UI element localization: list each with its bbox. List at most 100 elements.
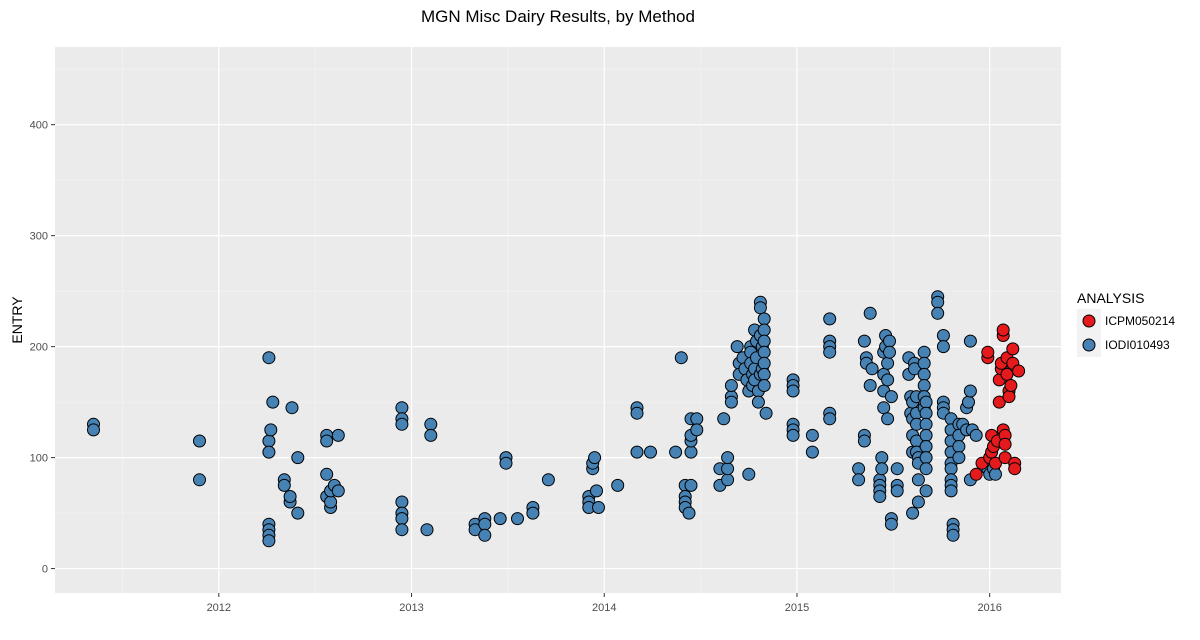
data-point — [493, 512, 507, 526]
data-point — [1006, 342, 1020, 356]
data-point — [611, 478, 625, 492]
data-point — [883, 345, 896, 359]
x-tick-label: 2015 — [785, 602, 809, 614]
data-point — [852, 473, 866, 487]
data-point — [630, 406, 644, 420]
data-point — [931, 295, 945, 309]
data-point — [395, 523, 409, 537]
data-point — [757, 367, 771, 381]
x-tick-label: 2016 — [977, 602, 1001, 614]
data-point — [865, 362, 879, 376]
data-point — [981, 345, 995, 359]
data-point — [931, 306, 945, 320]
data-point — [962, 395, 975, 409]
data-point — [996, 323, 1010, 337]
legend-title: ANALYSIS — [1077, 290, 1144, 306]
legend-label: ICPM050214 — [1105, 314, 1175, 328]
data-point — [724, 379, 738, 392]
data-point — [969, 467, 983, 481]
data-point — [262, 534, 276, 548]
data-point — [331, 428, 345, 442]
data-point — [963, 384, 977, 398]
data-point — [590, 484, 603, 498]
data-point — [291, 451, 305, 465]
data-point — [759, 406, 773, 420]
data-point — [857, 434, 871, 448]
data-point — [875, 462, 889, 476]
data-point — [499, 456, 513, 470]
y-tick-label: 100 — [30, 453, 48, 465]
data-point — [721, 451, 735, 465]
data-points — [87, 290, 1026, 548]
x-axis: 2012 2013 2014 2015 2016 — [207, 593, 1002, 614]
legend-label: IODI010493 — [1105, 338, 1170, 352]
data-point — [944, 484, 958, 498]
data-point — [1004, 379, 1018, 392]
data-point — [919, 428, 933, 442]
data-point — [917, 367, 931, 381]
data-point — [875, 451, 889, 465]
data-point — [823, 412, 837, 426]
data-point — [395, 495, 409, 509]
x-tick-label: 2012 — [207, 602, 231, 614]
legend-key — [1082, 314, 1096, 328]
data-point — [998, 451, 1012, 465]
minor-gridlines — [55, 47, 1061, 593]
legend: ANALYSIS ICPM050214 IODI010493 — [1077, 290, 1175, 357]
data-point — [684, 445, 698, 459]
data-point — [721, 462, 735, 476]
data-point — [890, 484, 904, 498]
data-point — [786, 384, 800, 398]
data-point — [684, 478, 698, 492]
data-point — [757, 356, 771, 370]
data-point — [857, 334, 871, 348]
legend-key — [1082, 338, 1096, 352]
data-point — [873, 490, 887, 503]
data-point — [674, 351, 688, 365]
data-point — [919, 484, 933, 498]
data-point — [277, 478, 291, 492]
data-point — [936, 329, 950, 342]
data-point — [753, 301, 767, 315]
data-point — [264, 423, 278, 437]
x-tick-label: 2014 — [592, 602, 616, 614]
data-point — [963, 334, 977, 348]
data-point — [805, 445, 819, 459]
legend-items: ICPM050214 IODI010493 — [1077, 309, 1175, 357]
data-point — [285, 401, 299, 415]
data-point — [291, 506, 305, 520]
data-point — [917, 379, 931, 392]
data-point — [468, 523, 482, 537]
data-point — [690, 423, 704, 437]
data-point — [644, 445, 657, 459]
data-point — [911, 495, 925, 509]
data-point — [952, 440, 966, 453]
y-axis: 0 100 200 300 400 — [30, 120, 55, 576]
data-point — [917, 345, 931, 359]
data-point — [266, 395, 280, 409]
data-point — [1000, 367, 1014, 381]
data-point — [395, 417, 409, 431]
data-point — [919, 417, 933, 431]
data-point — [511, 512, 524, 526]
data-point — [881, 373, 895, 387]
data-point — [588, 451, 602, 465]
data-point — [478, 528, 492, 542]
data-point — [877, 401, 891, 415]
data-point — [320, 434, 334, 448]
y-tick-label: 200 — [30, 342, 48, 354]
data-point — [881, 356, 895, 370]
data-point — [944, 462, 958, 476]
data-point — [193, 434, 206, 448]
data-point — [193, 473, 206, 487]
data-point — [919, 451, 933, 465]
data-point — [730, 340, 744, 354]
data-point — [863, 306, 877, 320]
data-point — [420, 523, 434, 537]
data-point — [1008, 462, 1022, 476]
data-point — [1012, 364, 1026, 378]
data-point — [989, 456, 1002, 470]
data-point — [424, 417, 438, 431]
data-point — [989, 467, 1002, 481]
data-point — [906, 506, 920, 520]
